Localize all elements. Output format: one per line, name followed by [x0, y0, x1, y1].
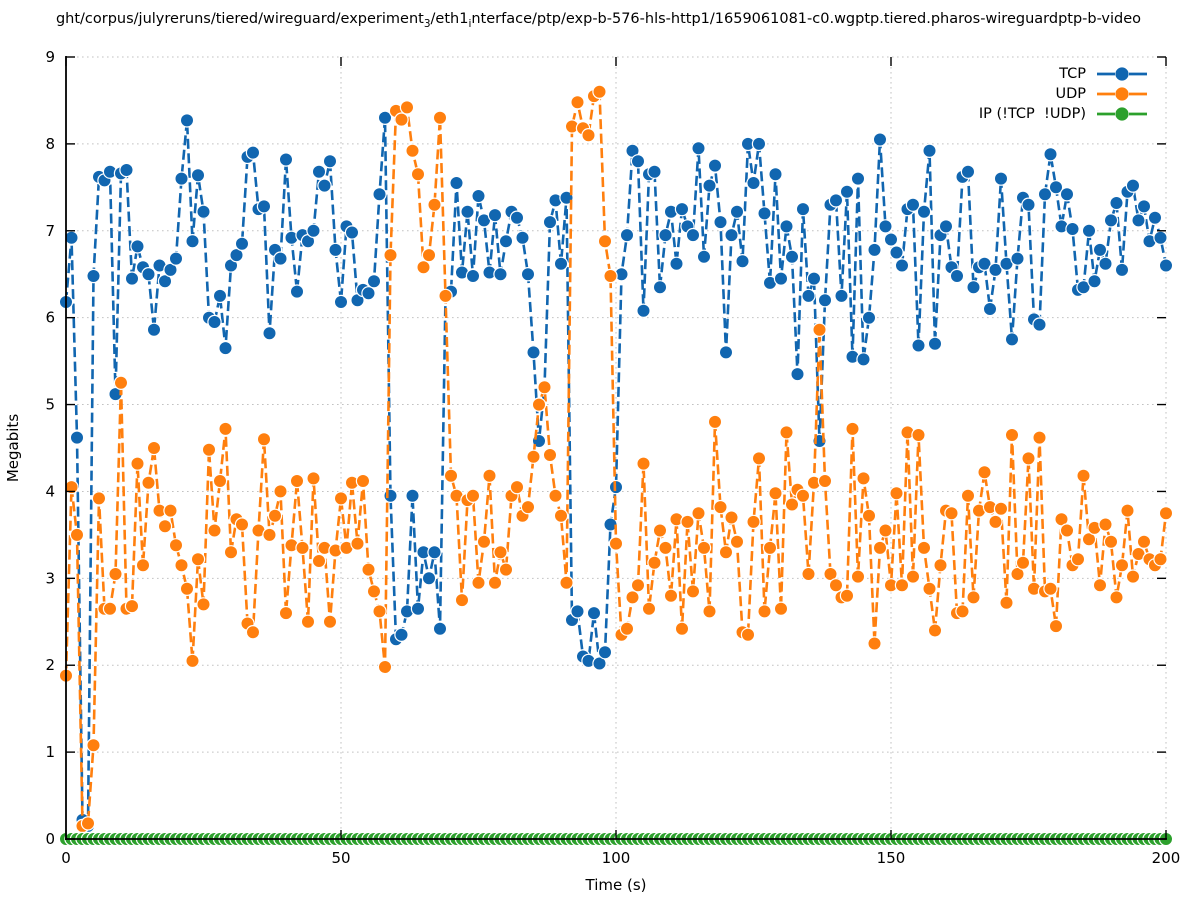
title-subscript-3: 3	[423, 17, 431, 30]
x-tick-label: 150	[877, 849, 906, 867]
legend-label-udp: UDP	[1055, 85, 1086, 102]
axis-ticks	[65, 56, 1167, 840]
chart-title-text: ght/corpus/julyreruns/tiered/wireguard/e…	[56, 8, 1141, 34]
x-tick-label: 0	[61, 849, 71, 867]
legend: TCP UDP IP (!TCP !UDP)	[979, 64, 1148, 123]
y-tick-label: 7	[45, 222, 55, 240]
x-tick-labels: 0 50 100 150 200	[61, 849, 1180, 867]
y-tick-label: 3	[45, 569, 55, 587]
y-tick-label: 5	[45, 396, 55, 414]
y-tick-label: 2	[45, 656, 55, 674]
chart-title: ght/corpus/julyreruns/tiered/wireguard/e…	[0, 8, 1197, 34]
x-tick-label: 200	[1152, 849, 1181, 867]
legend-label-tcp: TCP	[1059, 65, 1086, 82]
x-tick-label: 100	[602, 849, 631, 867]
y-tick-label: 4	[45, 482, 55, 500]
legend-label-ip-other: IP (!TCP !UDP)	[978, 105, 1086, 122]
legend-sample-ip-other-icon	[1097, 106, 1147, 121]
y-tick-label: 8	[45, 135, 55, 153]
title-subscript-i: i	[468, 17, 472, 30]
title-segment-2: /eth1	[430, 11, 469, 27]
y-tick-label: 9	[45, 48, 55, 66]
legend-sample-udp-icon	[1097, 86, 1147, 101]
title-segment-3: nterface/ptp/exp-b-576-hls-http1/1659061…	[471, 11, 1142, 27]
y-axis-label: Megabits	[4, 413, 22, 483]
legend-row-udp: UDP	[1055, 84, 1148, 103]
y-tick-label: 6	[45, 309, 55, 327]
y-tick-labels: 0 1 2 3 4 5 6 7 8 9	[45, 48, 55, 848]
y-tick-label: 1	[45, 743, 55, 761]
title-segment-1: ght/corpus/julyreruns/tiered/wireguard/e…	[55, 11, 424, 27]
legend-row-ip-other: IP (!TCP !UDP)	[979, 104, 1148, 123]
x-axis-label: Time (s)	[585, 876, 647, 894]
legend-row-tcp: TCP	[1059, 64, 1148, 83]
y-tick-label: 0	[45, 830, 55, 848]
x-tick-label: 50	[331, 849, 350, 867]
legend-sample-tcp-icon	[1097, 66, 1147, 81]
